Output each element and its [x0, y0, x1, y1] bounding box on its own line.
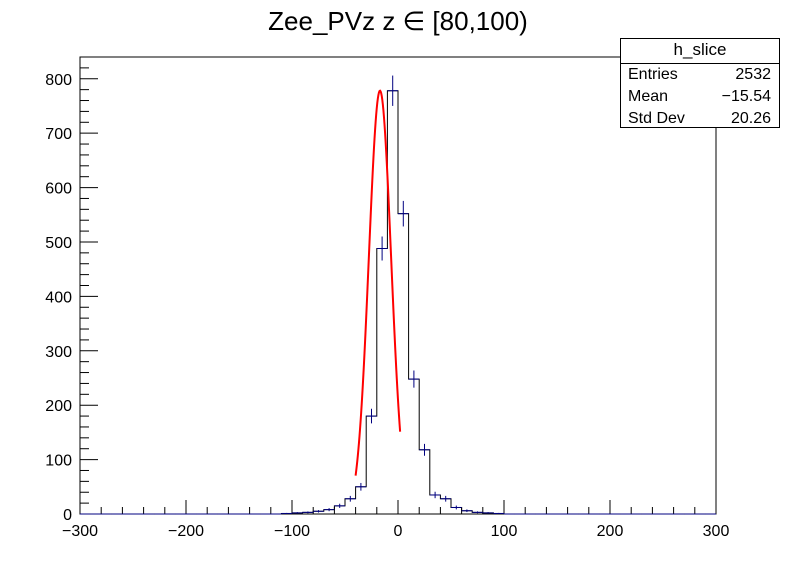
- x-tick-label: −100: [274, 523, 310, 540]
- stats-box-name: h_slice: [621, 39, 779, 64]
- y-tick-label: 800: [45, 72, 72, 89]
- x-tick-label: 100: [491, 523, 518, 540]
- stats-box: h_slice Entries 2532 Mean −15.54 Std Dev…: [620, 38, 780, 128]
- stats-row-stddev: Std Dev 20.26: [621, 108, 779, 130]
- x-tick-label: −200: [168, 523, 204, 540]
- stats-row-mean: Mean −15.54: [621, 86, 779, 108]
- y-tick-label: 700: [45, 126, 72, 143]
- stats-mean-label: Mean: [628, 88, 669, 105]
- y-tick-label: 0: [63, 507, 72, 524]
- y-tick-label: 500: [45, 235, 72, 252]
- y-tick-label: 100: [45, 453, 72, 470]
- stats-row-entries: Entries 2532: [621, 64, 779, 86]
- stats-stddev-label: Std Dev: [628, 110, 685, 127]
- y-tick-label: 200: [45, 398, 72, 415]
- gaussian-fit-curve: [354, 89, 402, 476]
- x-tick-label: −300: [62, 523, 98, 540]
- stats-mean-value: −15.54: [721, 88, 771, 105]
- stats-entries-value: 2532: [735, 66, 771, 83]
- stats-entries-label: Entries: [628, 66, 678, 83]
- x-tick-label: 200: [597, 523, 624, 540]
- y-tick-label: 600: [45, 181, 72, 198]
- y-tick-label: 400: [45, 289, 72, 306]
- x-tick-label: 0: [394, 523, 403, 540]
- chart-title: Zee_PVz z ∈ [80,100): [268, 6, 528, 36]
- stats-stddev-value: 20.26: [730, 110, 771, 127]
- histogram-outline: [80, 90, 716, 515]
- y-tick-label: 300: [45, 344, 72, 361]
- x-tick-label: 300: [703, 523, 730, 540]
